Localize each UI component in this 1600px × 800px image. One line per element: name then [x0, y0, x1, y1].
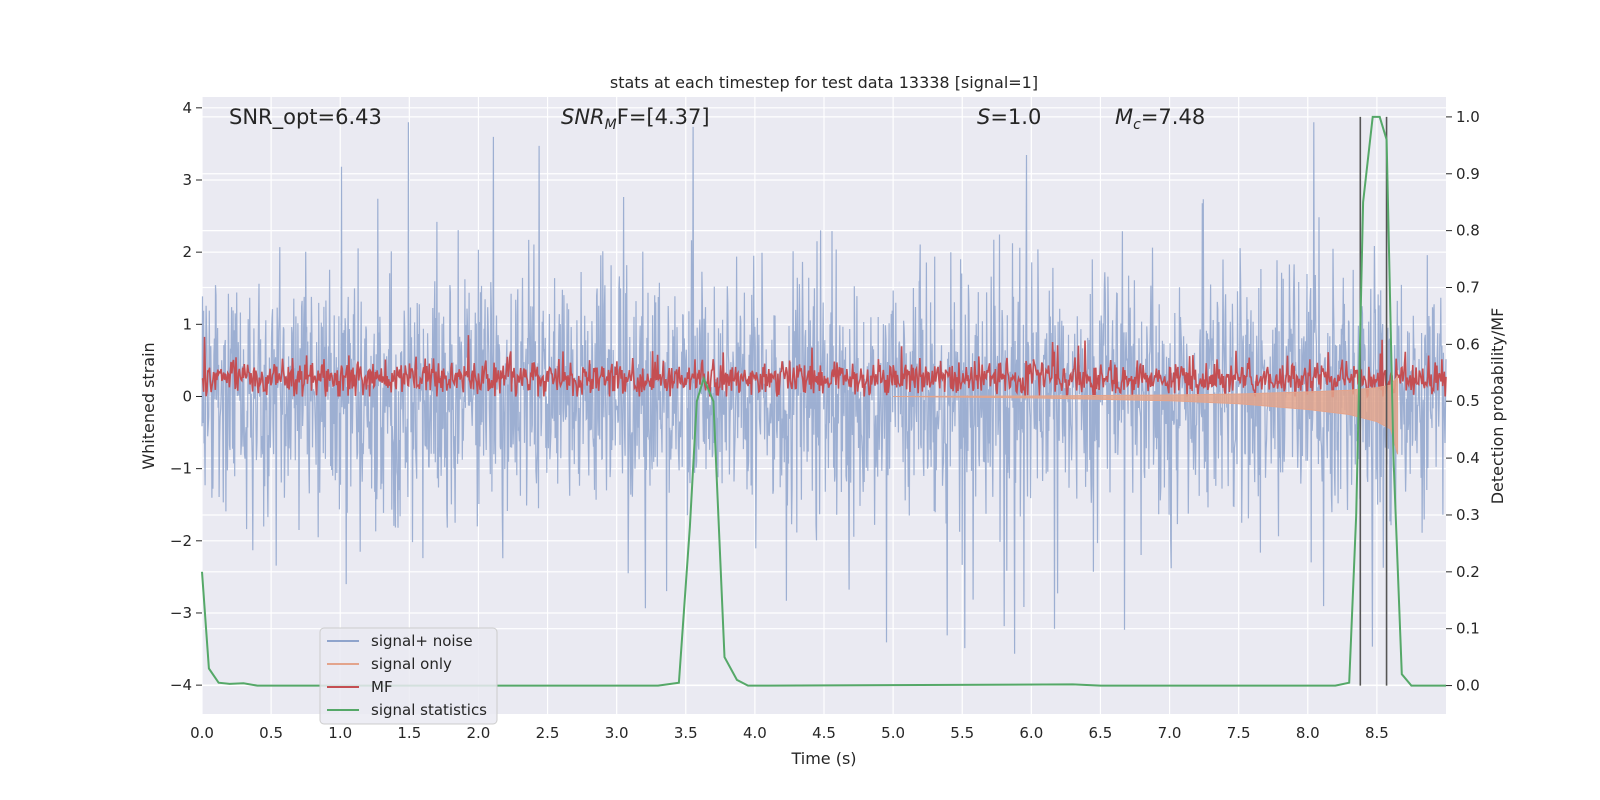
annotation-snr-mf-main: SNR — [561, 105, 605, 129]
annotation-mc-value: =7.48 — [1141, 105, 1205, 129]
y-tick-label-right: 0.3 — [1456, 506, 1480, 524]
annotation-snr-opt: SNR_opt=6.43 — [229, 105, 382, 130]
x-tick-label: 8.0 — [1296, 724, 1320, 742]
y-tick-label-right: 0.7 — [1456, 279, 1480, 297]
legend-box — [319, 627, 498, 725]
y-tick-label-right: 0.4 — [1456, 449, 1480, 467]
y-tick-label-right: 0.0 — [1456, 677, 1480, 695]
x-tick-label: 5.5 — [950, 724, 974, 742]
x-tick-label: 8.5 — [1365, 724, 1389, 742]
legend-label-signal-only: signal only — [371, 655, 452, 673]
annotation-snr-mf-sub: M — [605, 117, 617, 133]
y-tick-label-left: −1 — [170, 460, 192, 478]
x-tick-label: 5.0 — [881, 724, 905, 742]
y-tick-label-left: −4 — [170, 676, 192, 694]
y-tick-label-right: 0.2 — [1456, 563, 1480, 581]
y-tick-label-right: 0.8 — [1456, 222, 1480, 240]
y-tick-label-right: 0.9 — [1456, 165, 1480, 183]
y-tick-label-right: 0.5 — [1456, 392, 1480, 410]
data-layer — [201, 115, 1447, 687]
x-tick-label: 1.5 — [397, 724, 421, 742]
y-tick-label-left: −2 — [170, 532, 192, 550]
series-signal-only — [893, 374, 1399, 455]
legend-label-mf: MF — [371, 678, 393, 696]
chart-title: stats at each timestep for test data 133… — [610, 73, 1038, 92]
legend: signal+ noise signal only MF signal stat… — [319, 627, 498, 725]
annotation-mc-sub: c — [1133, 117, 1141, 133]
legend-label-signal-statistics: signal statistics — [371, 701, 487, 719]
y-tick-label-right: 0.6 — [1456, 335, 1480, 353]
y-axis-right-label: Detection probability/MF — [1488, 308, 1507, 505]
y-axis-left-label: Whitened strain — [139, 342, 158, 469]
annotation-mc: Mc=7.48 — [1115, 105, 1205, 133]
tick-layer: 0.0 0.5 1.0 1.5 2.0 2.5 3.0 3.5 4.0 4.5 5.0 5.5 6.0 6… — [170, 99, 1480, 742]
x-tick-label: 2.0 — [467, 724, 491, 742]
x-tick-label: 6.0 — [1019, 724, 1043, 742]
x-tick-label: 4.0 — [743, 724, 767, 742]
x-tick-label: 6.5 — [1089, 724, 1113, 742]
annotation-s-value: =1.0 — [990, 105, 1041, 129]
y-tick-label-right: 0.1 — [1456, 620, 1480, 638]
x-tick-label: 7.0 — [1158, 724, 1182, 742]
x-tick-label: 0.5 — [259, 724, 283, 742]
x-tick-label: 1.0 — [328, 724, 352, 742]
y-tick-label-left: 3 — [182, 171, 192, 189]
x-axis-label: Time (s) — [790, 749, 856, 768]
x-tick-label: 2.5 — [536, 724, 560, 742]
x-tick-label: 3.0 — [605, 724, 629, 742]
annotation-snr-mf: SNRMF=[4.37] — [561, 105, 710, 133]
x-tick-label: 4.5 — [812, 724, 836, 742]
annotation-mc-symbol: M — [1115, 105, 1133, 129]
y-tick-label-left: 4 — [182, 99, 192, 117]
annotation-s: S=1.0 — [977, 105, 1041, 129]
y-tick-label-left: −3 — [170, 604, 192, 622]
x-tick-label: 0.0 — [190, 724, 214, 742]
annotation-snr-mf-value: F=[4.37] — [617, 105, 710, 129]
y-tick-label-left: 1 — [182, 315, 192, 333]
x-tick-label: 3.5 — [674, 724, 698, 742]
y-tick-label-left: 0 — [182, 387, 192, 405]
series-signal-statistics — [201, 115, 1446, 687]
series-mf — [201, 335, 1447, 399]
legend-label-signal-noise: signal+ noise — [371, 632, 473, 650]
y-tick-label-right: 1.0 — [1456, 108, 1480, 126]
x-tick-label: 7.5 — [1227, 724, 1251, 742]
y-tick-label-left: 2 — [182, 243, 192, 261]
annotation-s-symbol: S — [977, 105, 990, 129]
